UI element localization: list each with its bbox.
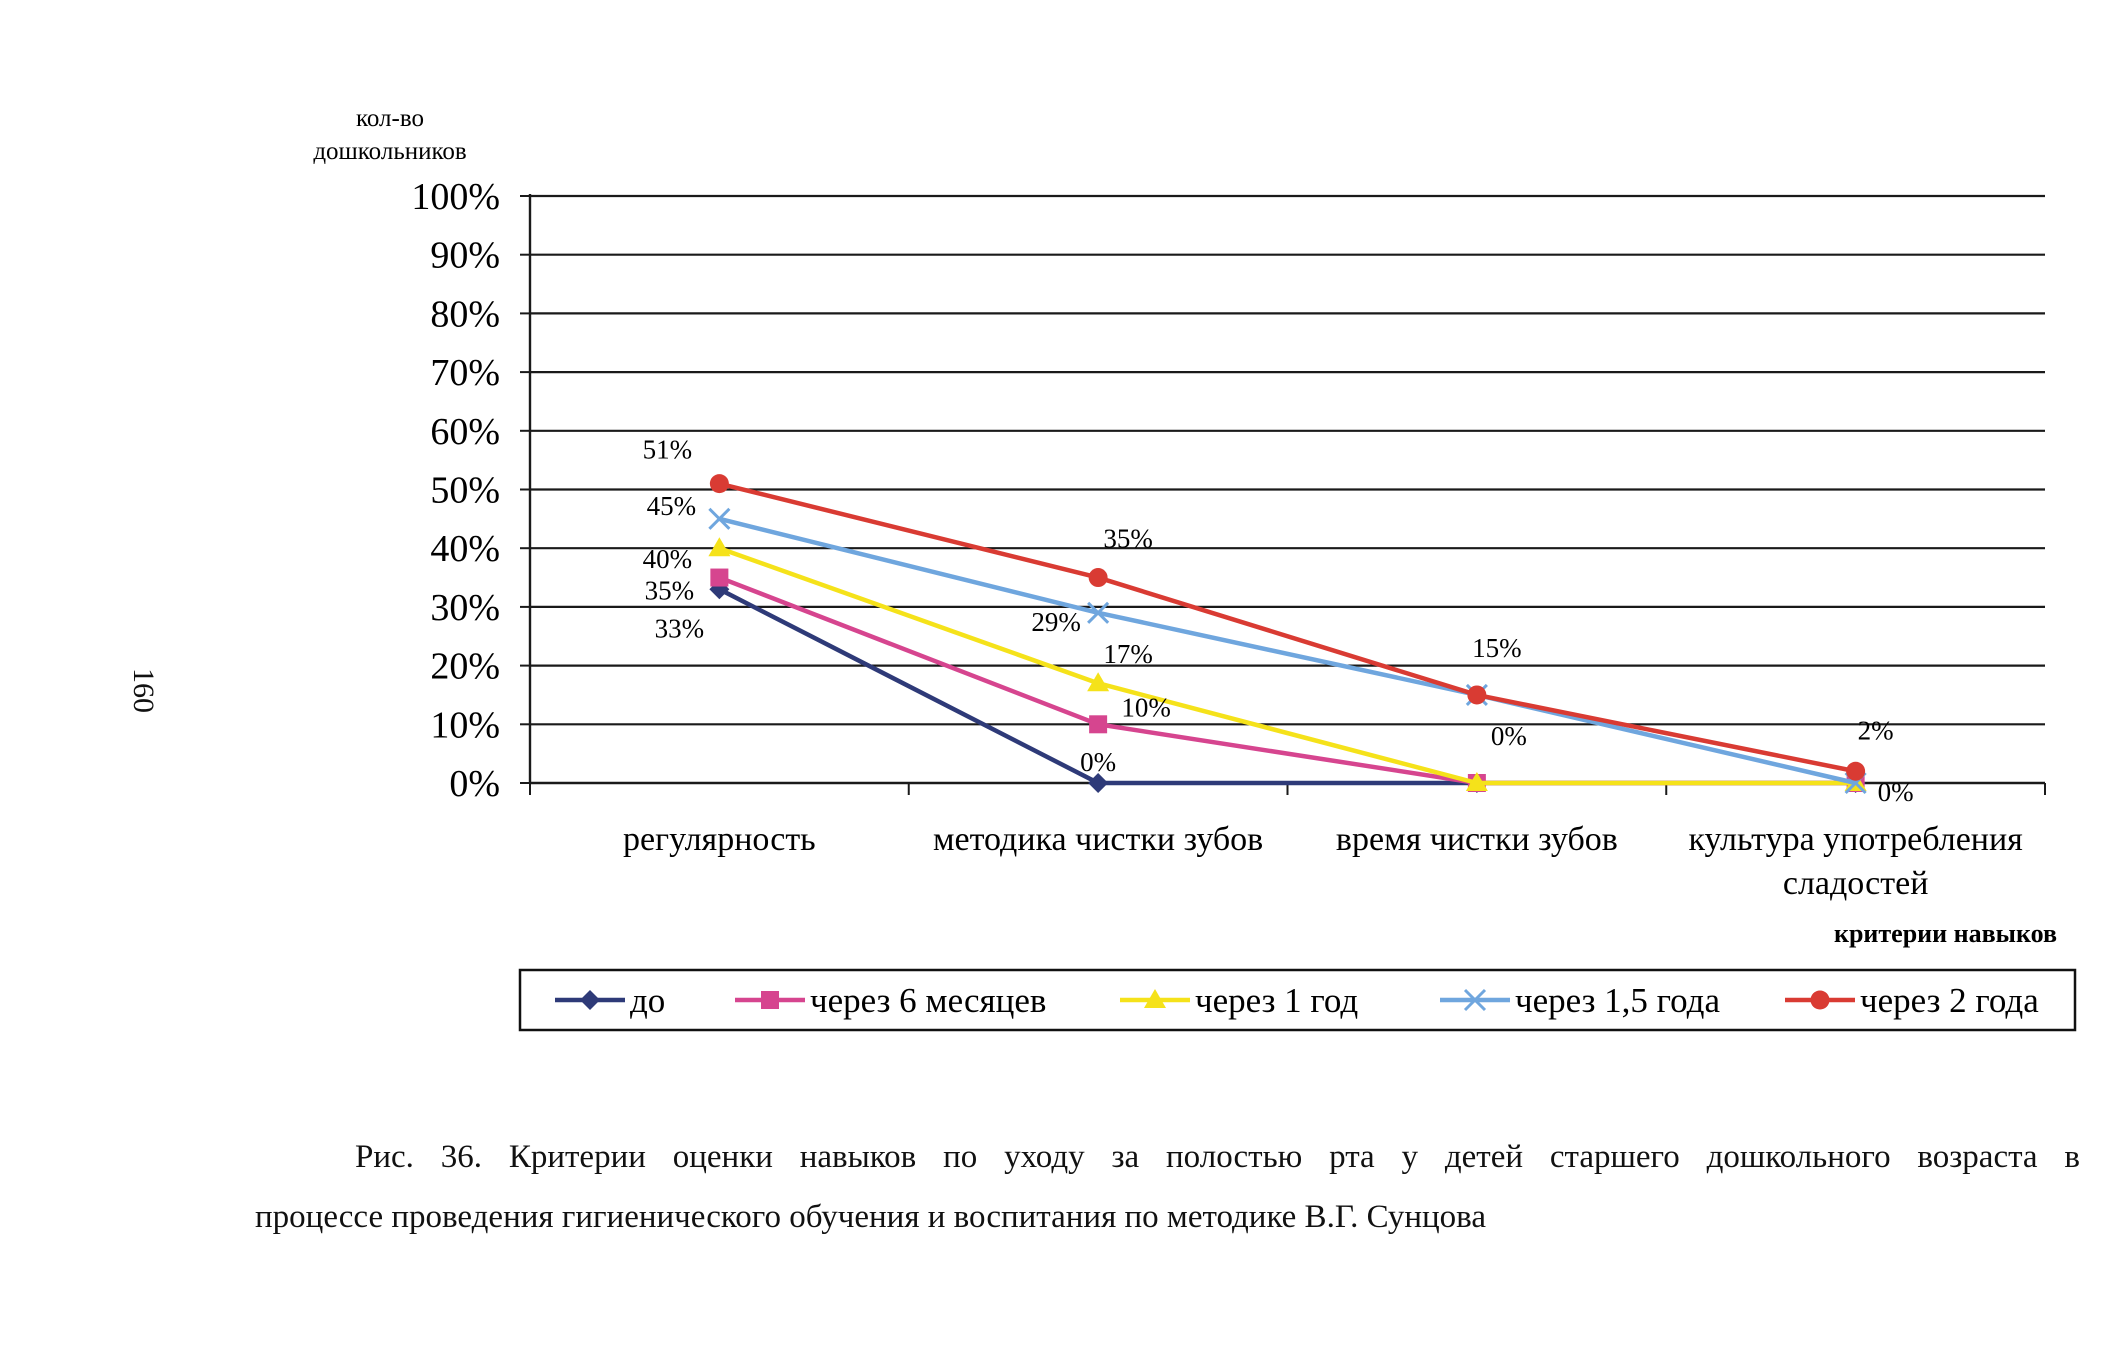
data-point xyxy=(1465,772,1488,791)
data-point xyxy=(1846,761,1866,781)
data-label: 45% xyxy=(647,491,697,521)
legend: до через 6 месяцев через 1 год через 1,5 го… xyxy=(518,968,2077,1032)
data-label: 17% xyxy=(1103,639,1153,669)
y-axis-title-line: дошкольников xyxy=(313,138,466,165)
data-label: 35% xyxy=(645,576,695,606)
data-point xyxy=(709,474,729,494)
legend-marker-stroke xyxy=(1463,988,1487,1012)
legend-label: через 2 года xyxy=(1860,981,2039,1020)
y-tick-label: 100% xyxy=(411,176,500,218)
gridlines xyxy=(520,194,2045,784)
data-point xyxy=(1089,715,1108,734)
caption-line-1: Рис. 36. Критерии оценки навыков по уход… xyxy=(355,1139,2080,1175)
legend-item: до xyxy=(555,981,665,1020)
legend-item: через 2 года xyxy=(1785,981,2039,1020)
data-label: 35% xyxy=(1103,524,1153,554)
legend-marker xyxy=(1810,990,1830,1010)
x-category-label: регулярность xyxy=(623,821,816,858)
y-tick-label: 80% xyxy=(430,293,500,335)
series-line xyxy=(718,481,1857,774)
x-category-labels: регулярность методика чистки зубов время ч… xyxy=(623,821,2023,902)
legend-marker xyxy=(1144,989,1166,1008)
legend-label: через 6 месяцев xyxy=(810,981,1046,1020)
data-point xyxy=(708,507,731,530)
y-tick-label: 0% xyxy=(449,763,500,805)
series-line xyxy=(718,516,1857,786)
y-tick-label: 60% xyxy=(430,411,500,453)
data-label: 33% xyxy=(655,613,705,643)
y-tick-labels: 0% 10% 20% 30% 40% 50% 60% 70% 80% 90% 100% xyxy=(411,176,500,805)
legend-marker xyxy=(580,990,600,1010)
data-point xyxy=(708,537,731,557)
data-point xyxy=(710,568,729,587)
y-tick-label: 10% xyxy=(430,704,500,746)
legend-item: через 1,5 года xyxy=(1440,981,1720,1020)
series-lines xyxy=(708,474,1867,795)
data-point xyxy=(1087,601,1110,624)
legend-label: через 1 год xyxy=(1195,981,1358,1020)
data-labels: 33% 0% 35% 10% 40% 17% 0% 45% 29% 0% 51% 35% 15% 2% xyxy=(643,435,1914,807)
data-label: 0% xyxy=(1491,721,1527,751)
legend-marker xyxy=(1463,988,1487,1012)
y-tick-label: 70% xyxy=(430,352,500,394)
legend-item: через 6 месяцев xyxy=(735,981,1046,1020)
y-tick-label: 30% xyxy=(430,587,500,629)
data-label: 40% xyxy=(643,544,693,574)
x-category-label: сладостей xyxy=(1783,865,1929,902)
legend-box xyxy=(518,968,2077,1032)
data-point xyxy=(1087,672,1110,692)
data-point xyxy=(1088,773,1109,793)
legend-label: через 1,5 года xyxy=(1515,981,1720,1020)
y-tick-label: 20% xyxy=(430,646,500,688)
y-tick-label: 90% xyxy=(430,235,500,277)
legend-label: до xyxy=(630,981,665,1020)
data-label: 0% xyxy=(1080,747,1116,777)
data-label: 0% xyxy=(1878,777,1914,807)
caption-line-2: процессе проведения гигиенического обуче… xyxy=(255,1199,1486,1235)
data-label: 51% xyxy=(643,435,693,465)
series-line xyxy=(718,546,1856,786)
data-point xyxy=(1467,685,1487,705)
y-axis-title: кол-во дошкольников xyxy=(313,105,466,165)
data-point-stroke xyxy=(1087,601,1110,624)
data-label: 29% xyxy=(1031,607,1081,637)
data-label: 2% xyxy=(1858,715,1894,745)
y-axis-title-line: кол-во xyxy=(356,105,424,132)
y-tick-label: 40% xyxy=(430,528,500,570)
y-tick-label: 50% xyxy=(430,470,500,512)
data-point-stroke xyxy=(708,507,731,530)
x-axis-title: критерии навыков xyxy=(1834,919,2057,948)
data-label: 15% xyxy=(1472,633,1522,663)
x-category-label: методика чистки зубов xyxy=(933,821,1263,858)
x-category-label: культура употребления xyxy=(1688,821,2023,858)
x-category-label: время чистки зубов xyxy=(1336,821,1618,858)
legend-marker xyxy=(761,991,779,1009)
legend-item: через 1 год xyxy=(1120,981,1358,1020)
data-label: 10% xyxy=(1121,692,1171,722)
data-point xyxy=(1088,568,1108,588)
figure-caption: Рис. 36. Критерии оценки навыков по уход… xyxy=(255,1127,2080,1247)
